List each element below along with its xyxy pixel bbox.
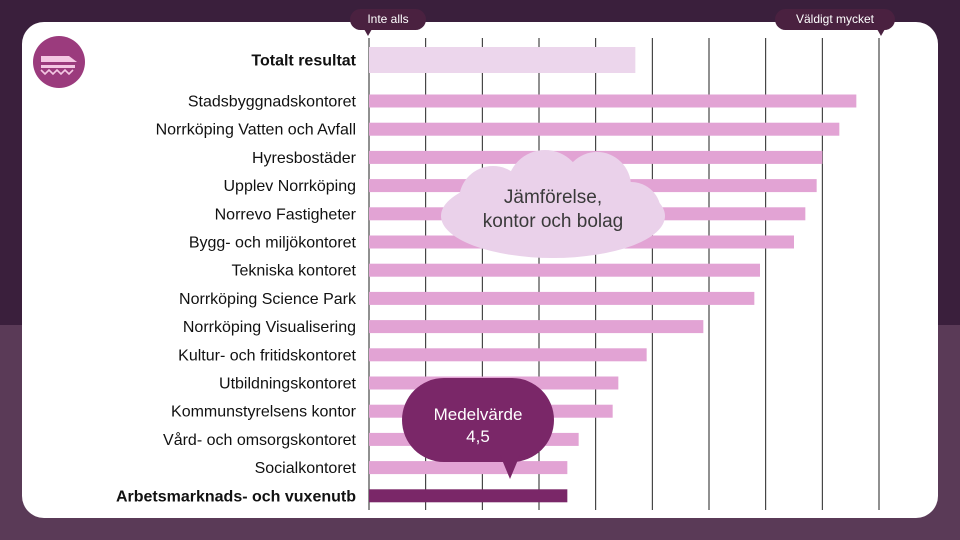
bar <box>369 489 568 503</box>
bar <box>369 263 760 277</box>
average-callout: Medelvärde 4,5 <box>402 404 554 448</box>
scale-high-text: Väldigt mycket <box>795 12 875 26</box>
category-label: Vård- och omsorgskontoret <box>163 431 357 449</box>
category-label: Bygg- och miljökontoret <box>189 235 357 252</box>
scale-low-text: Inte alls <box>367 12 409 26</box>
scale-low-label: Inte alls <box>350 9 426 36</box>
category-label: Socialkontoret <box>255 460 357 477</box>
average-label: Medelvärde <box>433 405 523 424</box>
bar <box>369 320 704 334</box>
bar <box>369 461 568 475</box>
logo-icon <box>40 56 77 76</box>
category-label: Kommunstyrelsens kontor <box>171 404 357 421</box>
bar <box>369 122 840 136</box>
comparison-cloud <box>441 150 665 258</box>
category-label: Tekniska kontoret <box>231 263 356 280</box>
category-label: Norrköping Science Park <box>179 291 357 308</box>
bar <box>369 348 647 362</box>
scale-high-pointer <box>877 29 885 36</box>
category-label: Upplev Norrköping <box>223 178 356 195</box>
logo <box>33 36 85 88</box>
average-bubble <box>402 378 554 462</box>
comparison-line-1: Jämförelse, <box>503 187 603 208</box>
bar <box>369 291 755 305</box>
category-label: Norrköping Visualisering <box>183 319 356 336</box>
category-label: Utbildningskontoret <box>219 376 357 393</box>
scale-low-pointer <box>364 29 372 36</box>
category-label: Arbetsmarknads- och vuxenutb <box>116 488 356 505</box>
bar <box>369 94 857 108</box>
category-label: Totalt resultat <box>251 53 356 70</box>
category-label: Norrköping Vatten och Avfall <box>156 122 356 139</box>
bar <box>369 47 636 73</box>
scale-high-label: Väldigt mycket <box>775 9 895 36</box>
category-label: Stadsbyggnadskontoret <box>188 94 357 111</box>
average-bubble-tail <box>500 455 520 479</box>
category-label: Kultur- och fritidskontoret <box>178 347 356 364</box>
category-label: Norrevo Fastigheter <box>215 206 357 223</box>
category-label: Hyresbostäder <box>252 150 357 167</box>
comparison-callout: Jämförelse, kontor och bolag <box>437 186 669 234</box>
average-value: 4,5 <box>466 427 490 446</box>
comparison-line-2: kontor och bolag <box>482 211 624 232</box>
